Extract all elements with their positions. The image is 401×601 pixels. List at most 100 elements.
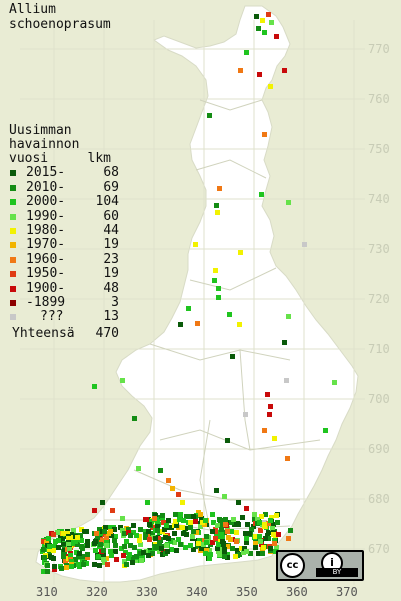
occurrence-square — [42, 544, 47, 549]
occurrence-square — [109, 553, 114, 558]
occurrence-square — [200, 538, 205, 543]
legend-item: 1950- 19 — [9, 267, 119, 281]
occurrence-square — [195, 544, 200, 549]
occurrence-square — [286, 536, 291, 541]
occurrence-square — [110, 508, 115, 513]
occurrence-square — [207, 556, 212, 561]
occurrence-square — [155, 528, 160, 533]
legend-item-count: 13 — [103, 309, 119, 325]
occurrence-square — [71, 528, 76, 533]
occurrence-square — [144, 549, 149, 554]
occurrence-square — [53, 539, 58, 544]
occurrence-square — [215, 546, 220, 551]
occurrence-square — [56, 545, 61, 550]
occurrence-square — [166, 536, 171, 541]
occurrence-square — [262, 524, 267, 529]
occurrence-square — [147, 522, 152, 527]
occurrence-square — [85, 555, 90, 560]
occurrence-square — [69, 559, 74, 564]
occurrence-square — [243, 412, 248, 417]
occurrence-square — [97, 527, 102, 532]
occurrence-square — [266, 12, 271, 17]
occurrence-square — [158, 468, 163, 473]
occurrence-square — [276, 532, 281, 537]
occurrence-square — [156, 536, 161, 541]
occurrence-square — [220, 535, 225, 540]
occurrence-square — [169, 525, 174, 530]
occurrence-square — [255, 517, 260, 522]
occurrence-square — [173, 512, 178, 517]
occurrence-square — [41, 547, 46, 552]
legend-item: 1960- 23 — [9, 251, 119, 267]
occurrence-square — [104, 535, 109, 540]
occurrence-square — [79, 527, 84, 532]
cc-icon: cc — [280, 553, 305, 578]
occurrence-square — [112, 527, 117, 532]
occurrence-square — [56, 538, 61, 543]
occurrence-square — [275, 520, 280, 525]
occurrence-square — [42, 555, 47, 560]
occurrence-square — [132, 545, 137, 550]
occurrence-square — [181, 518, 186, 523]
occurrence-square — [191, 547, 196, 552]
occurrence-square — [61, 531, 66, 536]
legend-item: 2010- 69 — [9, 180, 119, 195]
occurrence-square — [150, 531, 155, 536]
occurrence-square — [45, 563, 50, 568]
occurrence-square — [196, 541, 201, 546]
legend-item-label: 2000- — [26, 194, 66, 210]
species-title-line1: Allium — [9, 2, 56, 17]
occurrence-square — [244, 50, 249, 55]
occurrence-square — [124, 562, 129, 567]
legend-item-label: 1960- — [26, 251, 66, 267]
occurrence-square — [267, 412, 272, 417]
occurrence-square — [133, 558, 138, 563]
occurrence-square — [266, 521, 271, 526]
occurrence-square — [253, 534, 258, 539]
occurrence-square — [194, 530, 199, 535]
occurrence-square — [268, 546, 273, 551]
occurrence-square — [222, 547, 227, 552]
occurrence-square — [201, 542, 206, 547]
occurrence-square — [208, 552, 213, 557]
occurrence-square — [146, 553, 151, 558]
occurrence-square — [260, 551, 265, 556]
occurrence-square — [265, 533, 270, 538]
occurrence-square — [78, 533, 83, 538]
occurrence-square — [96, 554, 101, 559]
occurrence-square — [108, 549, 113, 554]
occurrence-square — [101, 548, 106, 553]
occurrence-square — [170, 486, 175, 491]
occurrence-square — [157, 549, 162, 554]
legend-swatch — [10, 314, 16, 321]
occurrence-square — [181, 531, 186, 536]
occurrence-square — [285, 456, 290, 461]
occurrence-square — [126, 527, 131, 532]
occurrence-square — [197, 538, 202, 543]
occurrence-square — [55, 530, 60, 535]
legend-item-label: 1990- — [26, 208, 66, 224]
occurrence-square — [260, 18, 265, 23]
occurrence-square — [104, 540, 109, 545]
occurrence-square — [284, 378, 289, 383]
occurrence-square — [193, 242, 198, 247]
occurrence-square — [124, 539, 129, 544]
x-tick-label: 350 — [236, 585, 258, 599]
occurrence-square — [172, 540, 177, 545]
occurrence-square — [149, 519, 154, 524]
occurrence-square — [230, 354, 235, 359]
occurrence-square — [122, 531, 127, 536]
cc-by-license-badge[interactable]: cc i BY — [276, 550, 364, 581]
occurrence-square — [236, 500, 241, 505]
occurrence-square — [230, 546, 235, 551]
occurrence-square — [84, 529, 89, 534]
legend-swatch — [10, 271, 16, 278]
occurrence-square — [198, 524, 203, 529]
occurrence-square — [134, 533, 139, 538]
legend-total-label: Yhteensä — [12, 325, 75, 341]
occurrence-square — [195, 321, 200, 326]
legend-item-count: 104 — [95, 194, 119, 210]
occurrence-square — [113, 534, 118, 539]
occurrence-square — [44, 540, 49, 545]
occurrence-square — [160, 513, 165, 518]
